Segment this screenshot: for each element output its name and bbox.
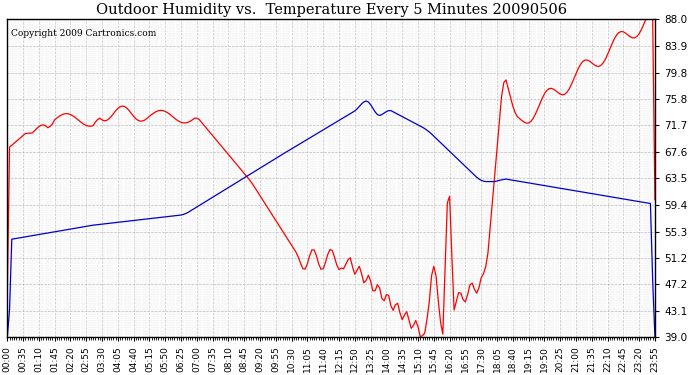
Title: Outdoor Humidity vs.  Temperature Every 5 Minutes 20090506: Outdoor Humidity vs. Temperature Every 5…	[95, 3, 566, 17]
Text: Copyright 2009 Cartronics.com: Copyright 2009 Cartronics.com	[10, 29, 156, 38]
